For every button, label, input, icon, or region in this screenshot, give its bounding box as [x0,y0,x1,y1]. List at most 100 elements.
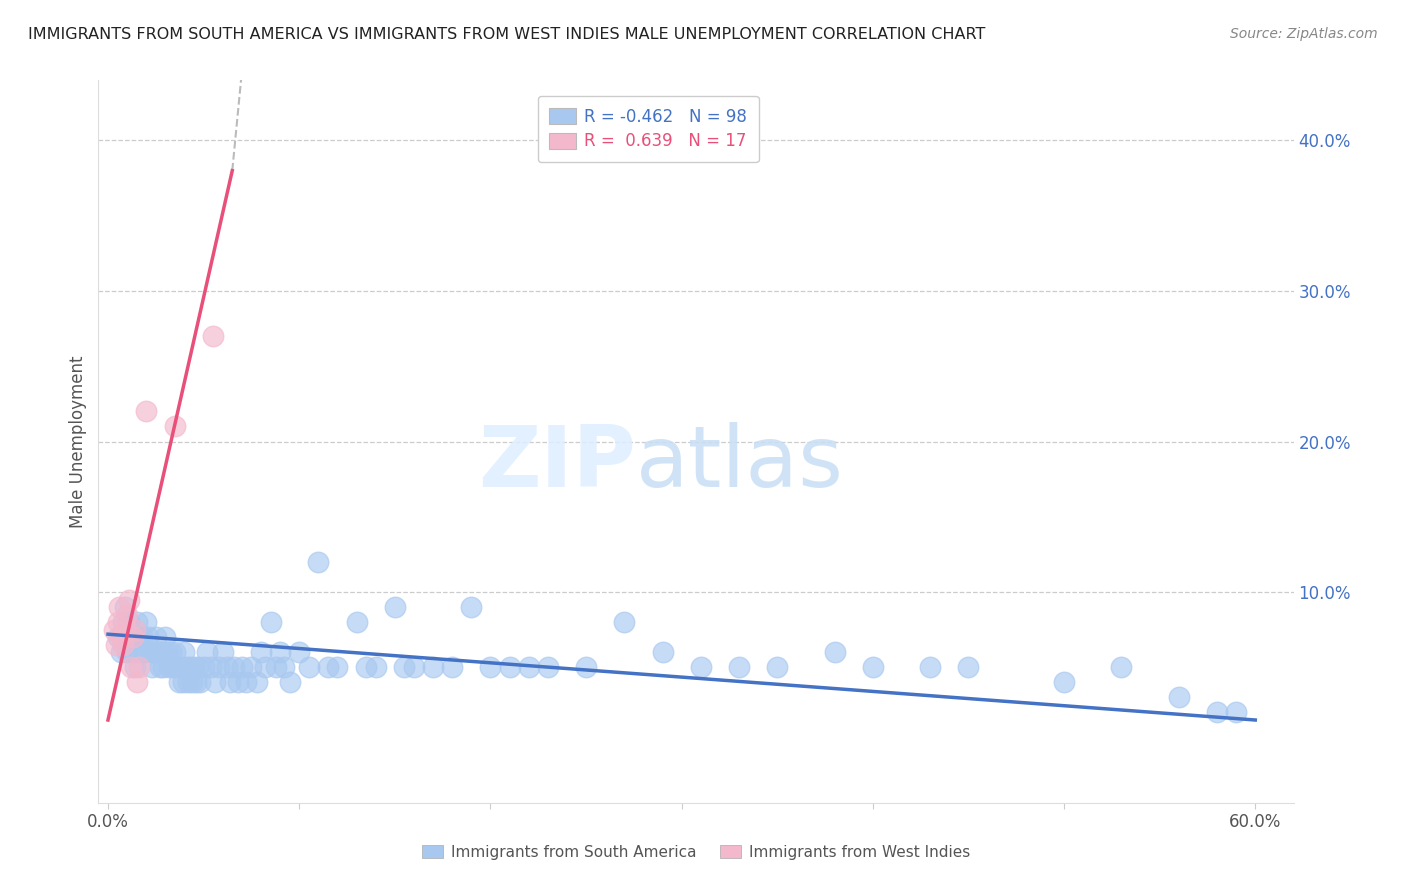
Point [176,660,198,674]
Point [307,555,329,569]
Point [131,630,153,644]
Point [163,419,186,434]
Point [226,675,249,690]
Point [253,660,276,674]
Point [157,660,180,674]
Point [354,660,377,674]
Point [110,645,132,659]
Point [346,615,368,630]
Point [135,404,157,418]
Point [235,675,257,690]
Point [152,660,174,674]
Point [162,660,184,674]
Point [1111,660,1133,674]
Point [136,630,159,644]
Point [179,660,201,674]
Text: atlas: atlas [637,422,844,505]
Point [824,645,846,659]
Point [177,675,200,690]
Point [115,630,138,644]
Point [394,660,416,674]
Point [167,675,190,690]
Point [181,675,204,690]
Point [139,645,162,659]
Point [156,645,179,659]
Point [197,645,219,659]
Point [120,660,142,674]
Point [183,660,205,674]
Point [215,660,238,674]
Point [141,660,163,674]
Point [150,645,173,659]
Point [384,600,406,615]
Point [402,660,425,674]
Point [107,615,129,630]
Point [118,615,141,630]
Point [110,630,132,644]
Point [115,607,138,622]
Text: Source: ZipAtlas.com: Source: ZipAtlas.com [1230,27,1378,41]
Point [613,615,636,630]
Point [128,660,150,674]
Point [219,675,242,690]
Y-axis label: Male Unemployment: Male Unemployment [69,355,87,528]
Point [920,660,942,674]
Point [273,660,295,674]
Point [103,623,125,637]
Point [246,675,269,690]
Legend: Immigrants from South America, Immigrants from West Indies: Immigrants from South America, Immigrant… [415,837,977,867]
Point [269,645,291,659]
Point [193,660,215,674]
Point [173,645,195,659]
Point [160,645,183,659]
Point [112,615,135,630]
Point [118,592,141,607]
Point [298,660,321,674]
Point [460,600,482,615]
Point [108,600,131,615]
Point [1167,690,1189,705]
Point [479,660,502,674]
Point [135,615,157,630]
Point [537,660,560,674]
Point [1225,706,1247,720]
Point [146,645,169,659]
Point [728,660,751,674]
Point [278,675,301,690]
Point [689,660,711,674]
Point [1053,675,1076,690]
Point [264,660,287,674]
Point [316,660,339,674]
Point [104,638,127,652]
Point [364,660,387,674]
Point [114,623,136,637]
Point [124,623,146,637]
Point [155,630,177,644]
Text: ZIP: ZIP [478,422,637,505]
Point [142,645,165,659]
Point [169,660,191,674]
Point [240,660,263,674]
Point [163,645,186,659]
Point [1206,706,1229,720]
Point [115,645,138,659]
Point [114,600,136,615]
Point [517,660,540,674]
Point [211,645,233,659]
Point [441,660,464,674]
Point [121,630,143,644]
Point [120,630,142,644]
Point [107,630,129,644]
Point [112,638,135,652]
Point [575,660,598,674]
Point [128,630,150,644]
Point [129,645,152,659]
Point [172,675,194,690]
Point [224,660,246,674]
Point [121,645,143,659]
Point [422,660,444,674]
Point [149,660,172,674]
Point [204,675,226,690]
Point [145,630,167,644]
Point [124,660,146,674]
